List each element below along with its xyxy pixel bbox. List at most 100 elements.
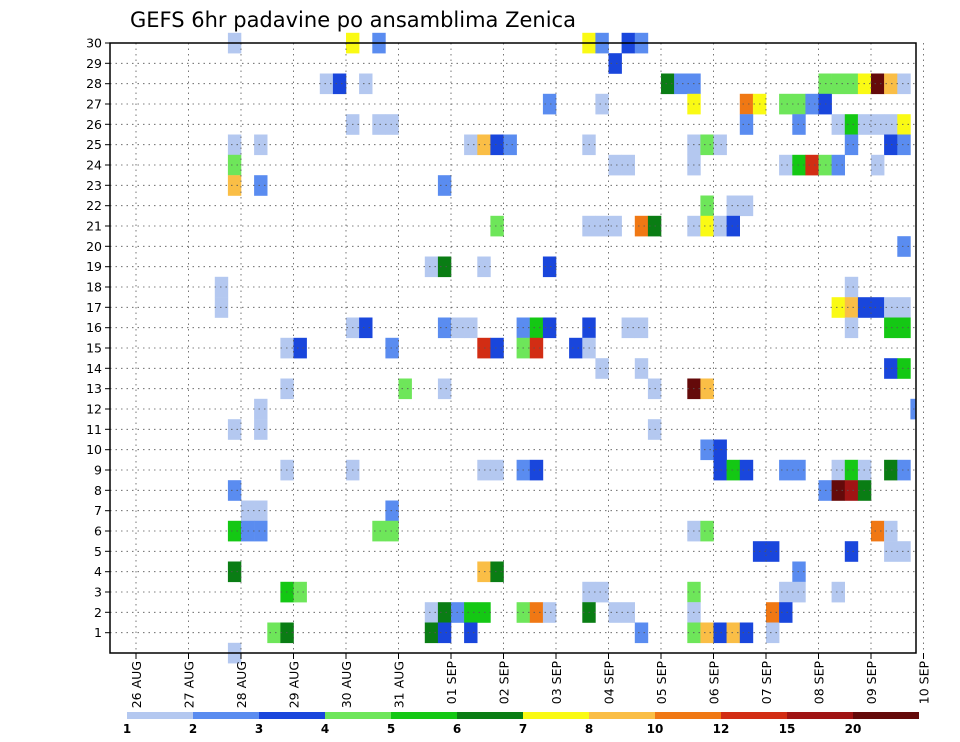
heatmap-cell xyxy=(293,581,307,603)
heatmap-cell xyxy=(726,459,740,481)
x-tick-label: 06 SEP xyxy=(707,661,722,705)
y-tick-label: 25 xyxy=(86,137,102,152)
heatmap-cell xyxy=(726,622,740,644)
heatmap-cell xyxy=(897,459,911,481)
heatmap-cell xyxy=(254,520,268,542)
x-tick-label: 08 SEP xyxy=(812,661,827,705)
heatmap-cell xyxy=(726,215,740,237)
heatmap-cell xyxy=(700,215,714,237)
legend-label: 2 xyxy=(189,722,197,736)
y-tick-label: 11 xyxy=(86,422,102,437)
heatmap-cell xyxy=(871,520,885,542)
color-legend: 1 2 3 4 5 6 7 8 10 12 15 20 xyxy=(123,712,919,736)
heatmap-cell xyxy=(227,175,242,196)
heatmap-cell xyxy=(227,419,242,440)
heatmap-cell xyxy=(424,602,439,623)
x-tick-label: 26 AUG xyxy=(129,661,144,708)
legend-label: 7 xyxy=(519,722,527,736)
heatmap-cell xyxy=(713,622,727,644)
heatmap-cell xyxy=(542,93,557,115)
heatmap-cell xyxy=(844,134,859,156)
heatmap-cell xyxy=(227,154,242,176)
y-tick-label: 17 xyxy=(86,300,102,315)
y-tick-label: 5 xyxy=(94,544,102,559)
y-tick-label: 24 xyxy=(86,158,102,173)
legend-label: 10 xyxy=(647,722,664,736)
heatmap-cell xyxy=(437,317,452,339)
x-tick-label: 28 AUG xyxy=(234,661,249,708)
heatmap-cell xyxy=(529,317,544,339)
x-tick-label: 29 AUG xyxy=(287,661,302,708)
heatmap-cell xyxy=(227,520,242,542)
heatmap-cell xyxy=(871,114,885,135)
legend-swatch xyxy=(589,712,655,719)
heatmap-cell xyxy=(634,317,649,339)
heatmap-cell xyxy=(884,134,898,156)
heatmap-cell xyxy=(897,541,911,562)
heatmap-cell xyxy=(254,419,268,440)
y-tick-label: 16 xyxy=(86,320,102,335)
heatmap-cell xyxy=(227,480,242,501)
heatmap-cell xyxy=(739,114,754,135)
heatmap-cell xyxy=(437,175,452,196)
heatmap-cell xyxy=(372,520,386,542)
x-tick-label: 27 AUG xyxy=(182,661,197,708)
y-tick-label: 8 xyxy=(94,483,102,498)
heatmap-cell xyxy=(700,520,714,542)
x-tick-label: 04 SEP xyxy=(602,661,617,705)
heatmap-cell xyxy=(805,154,819,176)
legend-label: 5 xyxy=(387,722,395,736)
y-tick-label: 19 xyxy=(86,259,102,274)
heatmap-cell xyxy=(608,53,622,74)
y-tick-label: 28 xyxy=(86,76,102,91)
heatmap-cell xyxy=(595,93,609,115)
heatmap-cell xyxy=(595,358,609,379)
heatmap-cell xyxy=(464,622,478,644)
legend-swatch xyxy=(391,712,457,719)
heatmap-cell xyxy=(529,459,544,481)
legend-label: 12 xyxy=(713,722,730,736)
heatmap-cell xyxy=(293,337,307,359)
heatmap-cell xyxy=(766,622,780,644)
y-tick-label: 14 xyxy=(86,361,102,376)
heatmap-cell xyxy=(713,134,727,156)
heatmap-cell xyxy=(542,317,557,339)
heatmap-cell xyxy=(700,378,714,400)
x-axis: 26 AUG 27 AUG 28 AUG 29 AUG 30 AUG 31 AUG 01 S… xyxy=(129,653,932,708)
heatmap-cell xyxy=(595,215,609,237)
y-tick-label: 12 xyxy=(86,402,102,417)
heatmap-cell xyxy=(871,297,885,318)
heatmap-cell xyxy=(359,317,373,339)
x-tick-label: 02 SEP xyxy=(497,661,512,705)
heatmap-cell xyxy=(332,73,347,95)
heatmap-cell xyxy=(464,602,478,623)
legend-swatch xyxy=(259,712,325,719)
heatmap-cell xyxy=(254,500,268,522)
grid-lines xyxy=(110,42,924,653)
heatmap-cell xyxy=(779,581,793,603)
heatmap-cell xyxy=(529,337,544,359)
y-tick-label: 2 xyxy=(94,605,102,620)
heatmap-cell xyxy=(884,73,898,95)
heatmap-cell xyxy=(897,358,911,379)
heatmap-cell xyxy=(897,317,911,339)
heatmap-cell xyxy=(700,439,714,461)
y-tick-label: 3 xyxy=(94,585,102,600)
heatmap-cell xyxy=(424,256,439,278)
heatmap-cell xyxy=(608,602,622,623)
x-tick-label: 01 SEP xyxy=(444,661,459,705)
heatmap-cell xyxy=(254,175,268,196)
heatmap-cell xyxy=(464,317,478,339)
heatmap-cell xyxy=(831,73,845,95)
heatmap-cell xyxy=(595,581,609,603)
legend-swatch xyxy=(787,712,853,719)
heatmap-cell xyxy=(831,480,845,501)
y-tick-label: 30 xyxy=(86,36,102,51)
x-tick-label: 03 SEP xyxy=(549,661,564,705)
heatmap-cell xyxy=(227,134,242,156)
y-tick-label: 1 xyxy=(94,625,102,640)
heatmap-cell xyxy=(844,276,859,298)
heatmap-cell xyxy=(884,459,898,481)
x-tick-label: 07 SEP xyxy=(759,661,774,705)
y-tick-label: 20 xyxy=(86,239,102,254)
